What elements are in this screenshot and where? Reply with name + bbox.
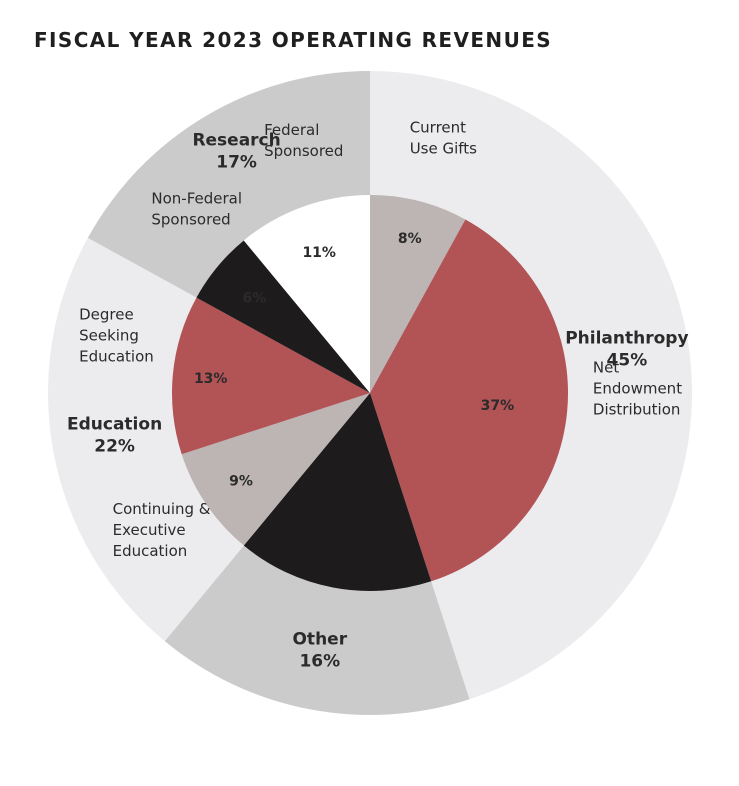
inner-continuing-and-executive-education-name-line-3: Education bbox=[113, 542, 188, 560]
inner-non-federal-sponsored-name-line-2: Sponsored bbox=[151, 211, 230, 229]
inner-federal-sponsored-name-line-2: Sponsored bbox=[264, 142, 343, 160]
inner-continuing-and-executive-education-name-line-1: Continuing & bbox=[113, 500, 211, 518]
inner-degree-seeking-education-slice bbox=[171, 297, 370, 455]
inner-non-federal-sponsored-value-label: 6% bbox=[243, 290, 267, 306]
inner-degree-seeking-education-name-line-2: Seeking bbox=[79, 327, 139, 345]
outer-education-value-label: 22% bbox=[94, 437, 135, 457]
inner-federal-sponsored-name-line-1: Federal bbox=[264, 121, 319, 139]
inner-net-endowment-distribution-name-line-3: Distribution bbox=[593, 400, 681, 418]
chart-title: FISCAL YEAR 2023 OPERATING REVENUES bbox=[34, 28, 553, 52]
inner-net-endowment-distribution-slice bbox=[370, 219, 569, 582]
inner-continuing-and-executive-education-name-line-2: Executive bbox=[113, 521, 186, 539]
outer-research-name-label: Research bbox=[192, 131, 280, 151]
inner-current-use-gifts-value-label: 8% bbox=[398, 231, 422, 247]
inner-current-use-gifts-name-line-2: Use Gifts bbox=[410, 140, 477, 158]
outer-philanthropy-name-label: Philanthropy bbox=[565, 329, 688, 349]
inner-continuing-and-executive-education-value-label: 9% bbox=[229, 474, 253, 490]
inner-ring bbox=[171, 195, 569, 592]
inner-federal-sponsored-value-label: 11% bbox=[302, 245, 336, 261]
inner-current-use-gifts-name-line-1: Current bbox=[410, 119, 466, 137]
inner-net-endowment-distribution-name-line-1: Net bbox=[593, 358, 619, 376]
inner-continuing-and-executive-education-slice bbox=[181, 393, 370, 546]
outer-philanthropy-value-label: 45% bbox=[607, 351, 648, 371]
inner-non-federal-sponsored-slice bbox=[196, 240, 370, 393]
outer-education-name-label: Education bbox=[67, 415, 162, 435]
outer-research-value-label: 17% bbox=[216, 153, 257, 173]
inner-degree-seeking-education-name-line-3: Education bbox=[79, 348, 154, 366]
inner-other-slice bbox=[243, 393, 432, 592]
inner-degree-seeking-education-value-label: 13% bbox=[194, 371, 228, 387]
inner-net-endowment-distribution-name-line-2: Endowment bbox=[593, 379, 682, 397]
outer-other-value-label: 16% bbox=[299, 651, 340, 671]
inner-federal-sponsored-slice bbox=[243, 195, 370, 393]
inner-degree-seeking-education-name-line-1: Degree bbox=[79, 306, 134, 324]
outer-other-name-label: Other bbox=[292, 629, 347, 649]
inner-net-endowment-distribution-value-label: 37% bbox=[481, 398, 515, 414]
inner-current-use-gifts-slice bbox=[370, 195, 466, 393]
inner-non-federal-sponsored-name-line-1: Non-Federal bbox=[151, 190, 242, 208]
